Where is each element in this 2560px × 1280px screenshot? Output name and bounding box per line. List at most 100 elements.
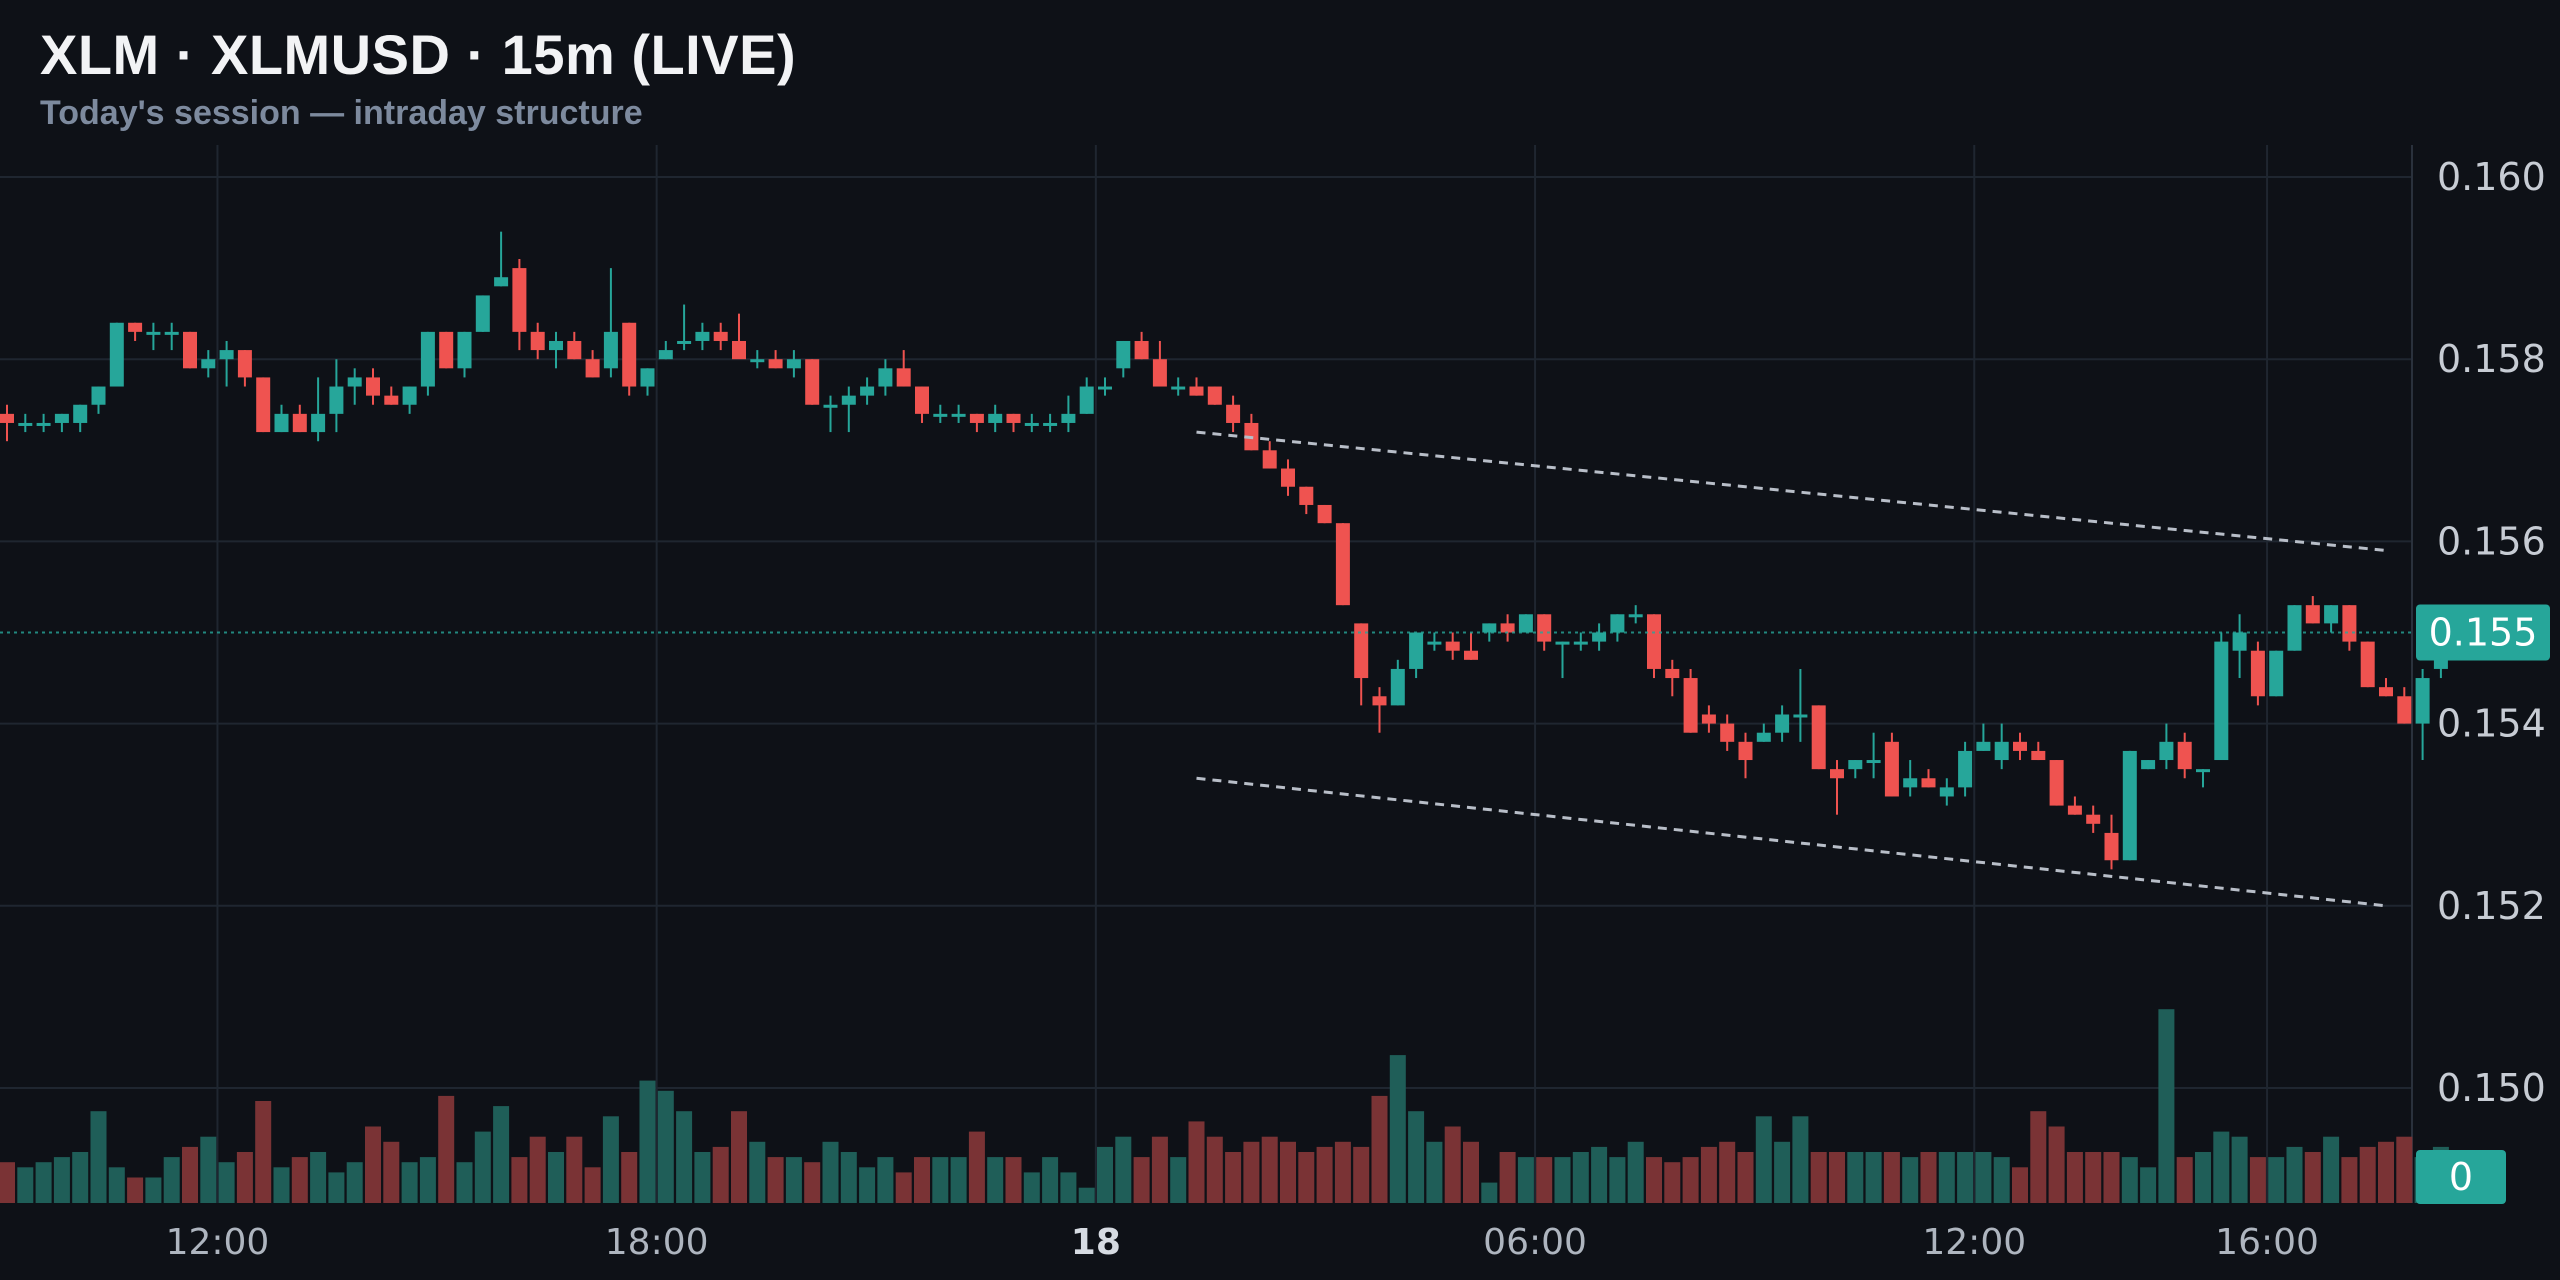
volume-bar — [1902, 1157, 1919, 1203]
price-tick-label: 0.154 — [2437, 702, 2546, 746]
candle-body — [109, 322, 124, 387]
candle — [2196, 769, 2210, 788]
candle-body — [475, 295, 490, 332]
candle — [915, 386, 929, 423]
volume-bar — [529, 1136, 546, 1203]
candle — [1464, 632, 1478, 660]
candle — [1628, 605, 1643, 624]
candle-body — [768, 359, 783, 369]
candle — [1720, 714, 1735, 751]
candle — [1482, 623, 1497, 642]
volume-bar — [1481, 1182, 1498, 1203]
volume-bar — [1243, 1141, 1260, 1203]
candle-body — [329, 386, 344, 414]
candle-body — [1537, 614, 1552, 642]
candle-body — [713, 331, 728, 341]
candle-body — [823, 404, 838, 408]
candle — [549, 331, 563, 369]
candle — [237, 350, 252, 387]
candle-body — [1921, 778, 1936, 788]
candle-body — [2159, 741, 2174, 761]
candle-body — [494, 277, 509, 287]
candle — [1500, 614, 1515, 642]
candle — [1390, 659, 1405, 706]
candle — [969, 413, 984, 433]
candle — [1207, 386, 1222, 405]
candle — [896, 350, 911, 387]
candle-body — [1628, 614, 1643, 618]
candle — [1903, 760, 1918, 797]
candle — [1116, 340, 1131, 378]
candle — [2342, 605, 2357, 651]
volume-bar — [255, 1101, 272, 1203]
candle — [768, 350, 783, 369]
volume-bar — [1536, 1157, 1553, 1203]
candle — [1976, 723, 1991, 751]
candle-body — [2031, 750, 2046, 761]
candle-body — [1134, 340, 1149, 360]
price-axis[interactable]: 0.160 0.158 0.156 0.154 0.152 0.150 — [2437, 155, 2546, 1110]
volume-bar — [2103, 1152, 2120, 1203]
volume-bar — [493, 1106, 510, 1203]
candle-body — [933, 413, 948, 417]
candle-body — [146, 331, 161, 335]
candle — [1226, 395, 1241, 433]
candle — [292, 404, 307, 433]
volume-bar — [511, 1157, 528, 1203]
volume-bar — [1408, 1111, 1425, 1203]
candle — [18, 413, 33, 433]
candle-body — [2305, 605, 2320, 624]
volume-bar — [163, 1157, 180, 1203]
candle — [786, 350, 801, 378]
candle-body — [1445, 641, 1460, 651]
candle — [658, 340, 673, 360]
volume-bar — [1572, 1152, 1589, 1203]
volume-bar — [383, 1141, 400, 1203]
candle-body — [347, 377, 362, 387]
candle — [640, 368, 655, 396]
candle-body — [128, 322, 143, 332]
volume-bar — [419, 1157, 436, 1203]
candle-body — [2324, 605, 2339, 624]
candle — [1445, 632, 1460, 660]
candle-body — [1775, 714, 1790, 733]
grid-lines — [0, 145, 2413, 1203]
time-axis[interactable]: 12:00 18:00 18 06:00 12:00 16:00 — [166, 1222, 2319, 1263]
candle — [805, 359, 820, 405]
candle-body — [750, 359, 765, 363]
candle — [1098, 377, 1112, 396]
candle — [201, 350, 216, 378]
candle-body — [2360, 641, 2375, 688]
volume-bar — [438, 1095, 455, 1203]
candle-body — [2250, 650, 2265, 697]
candle — [2067, 796, 2082, 815]
candle — [1079, 377, 1094, 414]
candle — [347, 368, 362, 405]
volume-bar — [2341, 1157, 2358, 1203]
volume-bar — [584, 1167, 601, 1203]
candle-body — [1171, 386, 1186, 390]
candlesticks[interactable] — [0, 231, 2448, 870]
volume-bar — [731, 1111, 747, 1203]
candle-body — [439, 331, 454, 369]
candle — [311, 377, 326, 442]
candle — [402, 386, 417, 414]
volume-bar — [1591, 1146, 1608, 1203]
candle — [2415, 668, 2430, 761]
candle — [1134, 331, 1149, 360]
volume-bar — [2140, 1167, 2157, 1203]
volume-bar — [1847, 1152, 1864, 1203]
candle — [2031, 741, 2046, 761]
candle — [622, 322, 637, 396]
candle — [1317, 504, 1332, 524]
candle-body — [1592, 632, 1607, 642]
volume-bar — [1078, 1187, 1095, 1203]
candle-body — [164, 331, 179, 335]
candle — [2360, 641, 2375, 688]
trendline-lower — [1196, 776, 2387, 908]
volume-bar — [968, 1131, 985, 1203]
volume-bar — [17, 1167, 34, 1203]
candle — [109, 322, 124, 387]
volume-bar — [712, 1146, 729, 1203]
